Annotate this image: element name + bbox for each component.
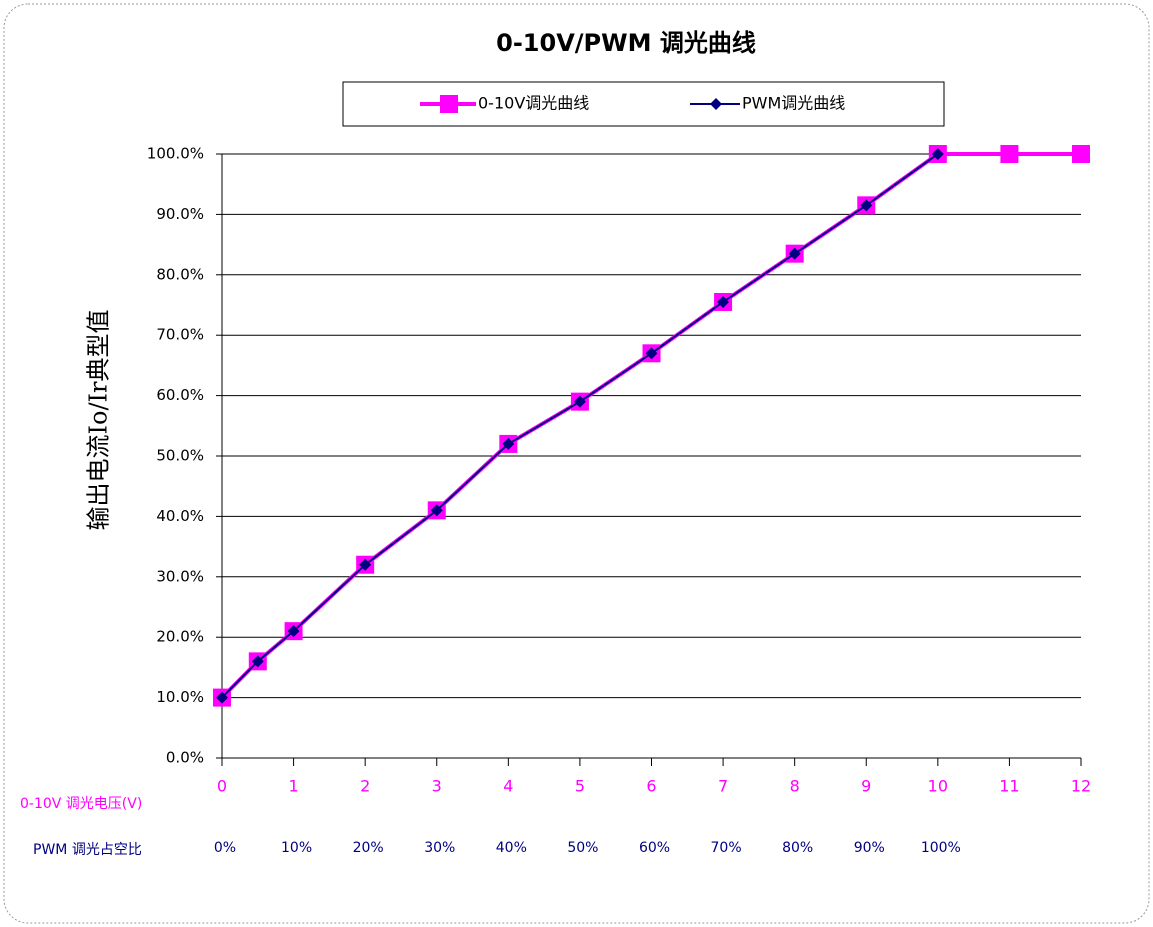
x2-tick-label: 0%: [214, 840, 236, 856]
y-tick-label: 70.0%: [156, 326, 204, 344]
x-tick-label: 5: [575, 777, 585, 796]
x-tick-label: 10: [928, 777, 948, 796]
legend-marker: [440, 95, 458, 113]
x-tick-label: 8: [790, 777, 800, 796]
x-tick-label: 7: [718, 777, 728, 796]
y-tick-label: 90.0%: [156, 205, 204, 223]
x-tick-label: 9: [861, 777, 871, 796]
marker: [1072, 145, 1090, 163]
marker: [931, 148, 944, 160]
x2-tick-label: 10%: [281, 840, 312, 856]
marker: [1000, 145, 1019, 163]
x2-tick-label: 70%: [711, 840, 742, 856]
marker: [645, 347, 658, 360]
y-tick-label: 10.0%: [156, 688, 204, 706]
chart-title: 0-10V/PWM 调光曲线: [496, 29, 756, 57]
x2-tick-label: 20%: [353, 840, 384, 856]
y-tick-label: 0.0%: [166, 749, 204, 767]
x-tick-label: 0: [217, 777, 227, 796]
x2-tick-label: 90%: [854, 840, 885, 856]
frame: [3, 3, 1150, 924]
x-tick-label: 12: [1071, 777, 1091, 796]
x2-axis-label: PWM 调光占空比: [33, 842, 142, 858]
x-tick-label: 2: [360, 777, 370, 796]
y-tick-label: 50.0%: [156, 447, 204, 465]
y-tick-label: 80.0%: [156, 265, 204, 283]
x-tick-label: 11: [999, 777, 1019, 796]
x-tick-label: 6: [646, 777, 656, 796]
x-tick-label: 4: [503, 777, 513, 796]
marker: [860, 199, 873, 212]
x-tick-label: 1: [288, 777, 298, 796]
marker: [251, 655, 264, 668]
legend-marker: [710, 98, 722, 110]
y-tick-label: 20.0%: [156, 628, 204, 646]
y-tick-label: 40.0%: [156, 507, 204, 525]
x-tick-label: 3: [432, 777, 442, 796]
x2-tick-label: 50%: [567, 840, 598, 856]
y-tick-label: 100.0%: [147, 145, 204, 163]
x2-tick-label: 80%: [782, 840, 813, 856]
marker: [359, 558, 372, 571]
marker: [502, 437, 515, 450]
marker: [573, 395, 586, 408]
legend-label: PWM调光曲线: [742, 94, 845, 113]
series-line: [221, 153, 939, 699]
legend-label: 0-10V调光曲线: [478, 94, 589, 113]
x2-tick-label: 40%: [496, 840, 527, 856]
marker: [287, 625, 300, 638]
x2-tick-label: 100%: [921, 840, 961, 856]
marker: [430, 504, 443, 517]
y-axis-label: 输出电流Io/Ir典型值: [85, 310, 113, 531]
marker: [216, 691, 228, 704]
marker: [717, 295, 730, 308]
y-tick-label: 60.0%: [156, 386, 204, 404]
x2-tick-label: 60%: [639, 840, 670, 856]
marker: [788, 247, 801, 260]
y-tick-label: 30.0%: [156, 567, 204, 585]
x-axis-label: 0-10V 调光电压(V): [20, 796, 142, 812]
x2-tick-label: 30%: [424, 840, 455, 856]
